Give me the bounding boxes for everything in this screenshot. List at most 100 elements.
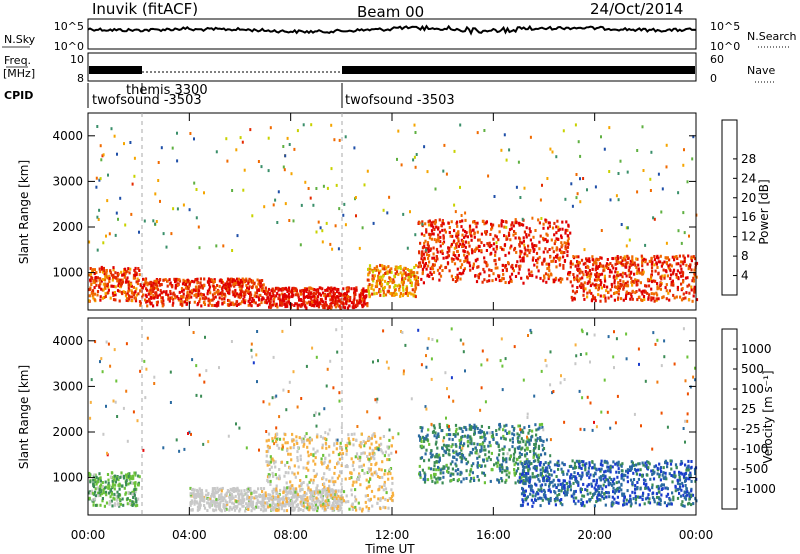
- heatmap-cell: [262, 289, 265, 293]
- heatmap-cell: [520, 250, 523, 254]
- heatmap-cell: [293, 289, 296, 293]
- heatmap-cell: [490, 269, 493, 272]
- heatmap-cell: [551, 259, 554, 263]
- nsky-label: N.Sky: [4, 33, 36, 46]
- heatmap-cell: [680, 274, 683, 278]
- heatmap-cell: [347, 289, 350, 293]
- heatmap-cell: [676, 269, 679, 273]
- heatmap-cell: [227, 298, 230, 302]
- heatmap-cell: [538, 423, 541, 427]
- heatmap-cell: [272, 203, 275, 207]
- heatmap-cell: [629, 297, 632, 301]
- heatmap-cell: [188, 208, 191, 212]
- heatmap-cell: [466, 258, 469, 262]
- heatmap-cell: [134, 484, 137, 488]
- heatmap-cell: [124, 280, 128, 284]
- heatmap-cell: [480, 232, 483, 236]
- heatmap-cell: [354, 488, 357, 492]
- heatmap-cell: [330, 123, 333, 127]
- heatmap-cell: [495, 235, 498, 239]
- heatmap-cell: [522, 223, 525, 227]
- heatmap-cell: [300, 484, 303, 488]
- heatmap-cell: [155, 279, 158, 283]
- heatmap-cell: [127, 280, 130, 284]
- heatmap-cell: [395, 270, 399, 274]
- heatmap-cell: [523, 252, 526, 256]
- heatmap-cell: [134, 266, 137, 270]
- heatmap-cell: [206, 292, 209, 296]
- heatmap-cell: [104, 490, 108, 494]
- heatmap-cell: [248, 279, 251, 283]
- heatmap-cell: [457, 237, 460, 241]
- heatmap-cell: [420, 456, 424, 460]
- heatmap-cell: [518, 255, 521, 259]
- heatmap-cell: [345, 452, 348, 456]
- heatmap-cell: [99, 503, 102, 507]
- heatmap-cell: [326, 293, 330, 297]
- heatmap-cell: [488, 274, 491, 278]
- heatmap-cell: [108, 276, 111, 280]
- heatmap-cell: [137, 474, 140, 478]
- heatmap-cell: [400, 163, 403, 167]
- heatmap-cell: [94, 490, 97, 494]
- heatmap-cell: [253, 489, 256, 493]
- heatmap-cell: [484, 464, 487, 468]
- heatmap-cell: [590, 299, 593, 303]
- heatmap-cell: [272, 487, 275, 491]
- nsky-right-tick-bottom: 10^0: [710, 40, 740, 53]
- heatmap-cell: [388, 438, 391, 442]
- heatmap-cell: [518, 480, 521, 484]
- heatmap-cell: [423, 265, 426, 269]
- heatmap-cell: [650, 150, 653, 154]
- heatmap-cell: [336, 476, 339, 480]
- heatmap-cell: [423, 459, 426, 463]
- heatmap-cell: [240, 492, 243, 496]
- nsky-left-tick-bottom: 10^0: [54, 40, 84, 53]
- heatmap-cell: [216, 302, 219, 306]
- heatmap-cell: [269, 297, 272, 301]
- heatmap-cell: [358, 459, 361, 463]
- heatmap-cell: [534, 229, 537, 232]
- heatmap-cell: [400, 280, 403, 284]
- heatmap-cell: [456, 267, 459, 271]
- heatmap-cell: [633, 272, 636, 276]
- heatmap-cell: [367, 273, 370, 277]
- heatmap-cell: [270, 465, 273, 469]
- heatmap-cell: [201, 496, 204, 500]
- heatmap-cell: [682, 262, 685, 266]
- heatmap-cell: [448, 226, 451, 229]
- heatmap-cell: [215, 490, 219, 494]
- heatmap-cell: [382, 488, 385, 492]
- heatmap-cell: [487, 450, 491, 454]
- heatmap-cell: [257, 288, 260, 292]
- heatmap-cell: [631, 255, 634, 259]
- heatmap-cell: [664, 286, 667, 290]
- heatmap-cell: [355, 480, 358, 484]
- heatmap-cell: [260, 301, 263, 305]
- heatmap-cell: [316, 295, 320, 299]
- heatmap-cell: [683, 231, 686, 235]
- heatmap-cell: [430, 237, 433, 241]
- heatmap-cell: [188, 282, 191, 286]
- heatmap-cell: [505, 473, 508, 477]
- heatmap-cell: [518, 445, 521, 449]
- heatmap-cell: [557, 256, 560, 260]
- heatmap-cell: [620, 284, 623, 288]
- heatmap-cell: [546, 267, 549, 271]
- heatmap-cell: [129, 491, 132, 495]
- heatmap-cell: [683, 260, 686, 263]
- heatmap-cell: [534, 442, 537, 446]
- heatmap-cell: [319, 226, 322, 230]
- heatmap-cell: [624, 297, 627, 300]
- heatmap-cell: [316, 449, 319, 453]
- heatmap-cell: [352, 302, 355, 306]
- heatmap-cell: [513, 450, 517, 454]
- heatmap-cell: [213, 487, 216, 490]
- heatmap-cell: [561, 220, 564, 224]
- heatmap-cell: [450, 257, 453, 261]
- heatmap-cell: [195, 285, 198, 289]
- heatmap-cell: [120, 471, 123, 475]
- heatmap-cell: [635, 266, 638, 269]
- heatmap-cell: [253, 281, 256, 285]
- heatmap-cell: [313, 508, 316, 512]
